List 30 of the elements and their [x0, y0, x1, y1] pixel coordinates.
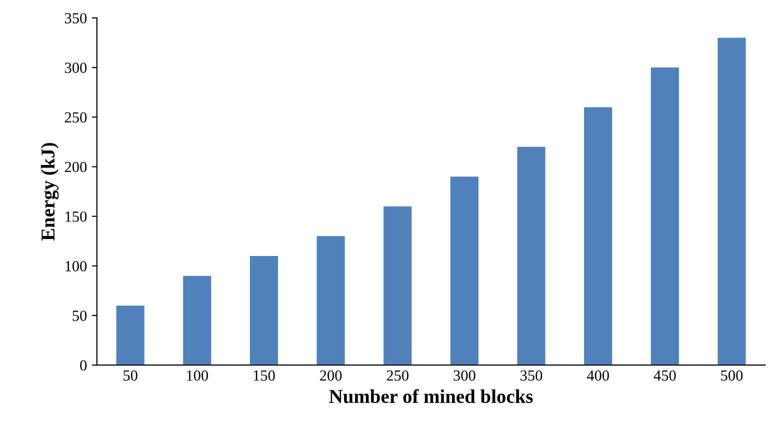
- bar: [116, 306, 144, 366]
- x-tick-label: 500: [721, 370, 743, 381]
- x-tick-label: 300: [454, 370, 476, 381]
- x-tick-label: 200: [320, 370, 342, 381]
- y-tick-label: 50: [72, 310, 87, 321]
- y-tick-label: 0: [80, 360, 87, 371]
- bar: [384, 206, 412, 366]
- x-axis-title: Number of mined blocks: [329, 389, 533, 404]
- y-tick-label: 150: [66, 211, 87, 222]
- x-tick-label: 400: [586, 370, 609, 381]
- y-tick-label: 300: [64, 62, 87, 73]
- bar: [584, 107, 612, 366]
- bar: [183, 276, 212, 366]
- x-tick-label: 250: [386, 370, 408, 381]
- y-tick-label: 100: [66, 261, 87, 272]
- bar: [517, 146, 546, 366]
- x-tick-label: 450: [654, 370, 676, 381]
- bar: [718, 38, 746, 366]
- bar: [450, 176, 478, 366]
- y-tick-label: 250: [64, 112, 87, 123]
- bar: [650, 68, 679, 366]
- y-axis-title: Energy (kJ): [40, 142, 59, 241]
- y-tick-label: 200: [64, 162, 87, 172]
- bar: [250, 256, 278, 366]
- x-tick-label: 100: [187, 370, 208, 381]
- x-tick-label: 50: [124, 370, 138, 381]
- x-tick-label: 150: [254, 370, 275, 381]
- x-tick-label: 350: [520, 370, 542, 381]
- bar: [316, 236, 345, 366]
- y-tick-label: 350: [64, 13, 87, 24]
